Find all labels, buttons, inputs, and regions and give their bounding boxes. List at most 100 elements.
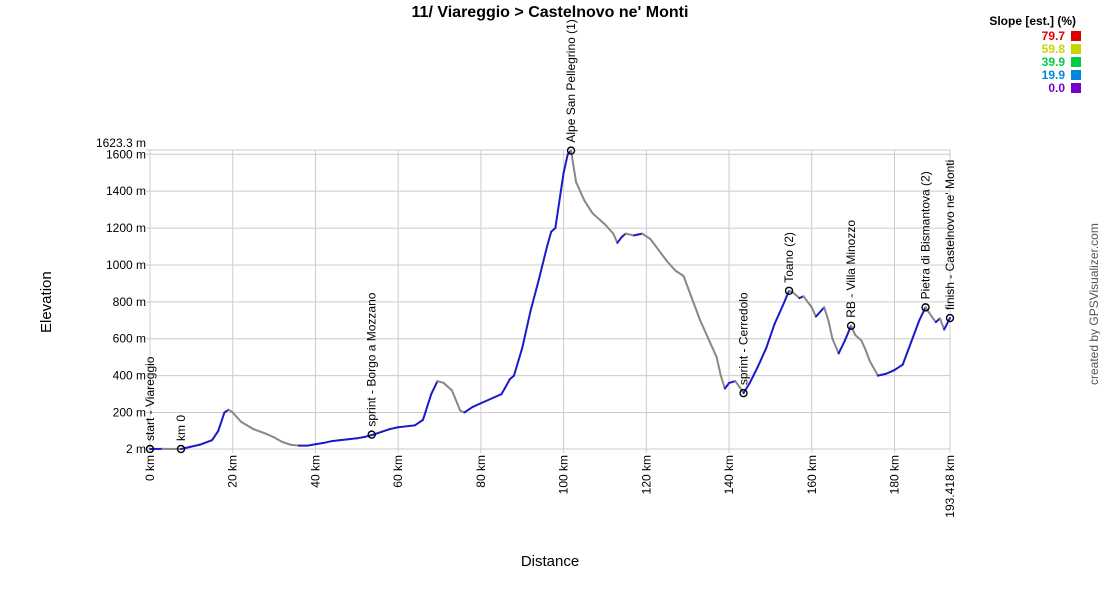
legend-value: 59.8 bbox=[1041, 41, 1065, 56]
profile-segment bbox=[868, 359, 879, 377]
y-tick-label: 600 m bbox=[113, 332, 146, 346]
profile-segment bbox=[666, 260, 677, 272]
x-tick-label: 80 km bbox=[474, 455, 488, 488]
profile-segment bbox=[657, 249, 669, 263]
legend-swatch bbox=[1071, 56, 1081, 67]
profile-segment bbox=[910, 319, 921, 344]
profile-segment bbox=[792, 291, 801, 300]
profile-segment bbox=[421, 393, 433, 421]
profile-segment bbox=[347, 437, 358, 441]
x-tick-label: 100 km bbox=[557, 455, 571, 494]
profile-segment bbox=[843, 324, 853, 342]
x-tick-label: 160 km bbox=[805, 455, 819, 494]
profile-segment bbox=[463, 405, 474, 414]
profile-segment bbox=[492, 393, 503, 399]
profile-segment bbox=[728, 380, 737, 384]
legend-value: 0.0 bbox=[1048, 80, 1065, 95]
profile-segment bbox=[612, 232, 619, 244]
waypoint-marker[interactable] bbox=[846, 321, 856, 331]
profile-segment bbox=[436, 380, 445, 384]
legend-item: 39.9 bbox=[970, 54, 1090, 69]
x-tick-label: 180 km bbox=[888, 455, 902, 494]
profile-segment bbox=[757, 346, 768, 368]
profile-segment bbox=[632, 232, 644, 237]
profile-segment bbox=[860, 339, 867, 351]
profile-segment bbox=[876, 372, 888, 377]
y-tick-label: 1000 m bbox=[106, 258, 146, 272]
profile-segment bbox=[330, 439, 342, 443]
waypoint-marker[interactable] bbox=[367, 430, 376, 439]
profile-segment bbox=[649, 238, 660, 252]
waypoint-label: Pietra di Bismantova (2) bbox=[919, 171, 933, 299]
profile-segment bbox=[864, 348, 871, 362]
y-tick-label: 2 m bbox=[126, 442, 146, 456]
profile-segment bbox=[850, 324, 857, 337]
waypoint-marker[interactable] bbox=[566, 146, 576, 155]
profile-segment bbox=[388, 426, 400, 431]
profile-segment bbox=[575, 180, 586, 202]
profile-segment bbox=[471, 402, 482, 408]
waypoint-marker[interactable] bbox=[176, 444, 186, 454]
profile-segment bbox=[537, 245, 549, 281]
profile-segment bbox=[583, 199, 594, 215]
waypoint-marker[interactable] bbox=[739, 388, 748, 398]
plot-area bbox=[149, 149, 951, 450]
profile-segment bbox=[810, 306, 817, 318]
legend-value: 39.9 bbox=[1041, 54, 1065, 69]
profile-segment bbox=[252, 428, 267, 435]
x-tick-label: 0 km bbox=[143, 455, 157, 481]
profile-segment bbox=[273, 436, 284, 443]
profile-segment bbox=[885, 369, 896, 375]
profile-segment bbox=[690, 297, 702, 322]
profile-segment bbox=[450, 389, 462, 412]
x-tick-label: 140 km bbox=[722, 455, 736, 494]
waypoint-label: sprint - Cerredolo bbox=[737, 292, 751, 385]
profile-segment bbox=[264, 432, 276, 439]
legend-item: 19.9 bbox=[970, 67, 1090, 82]
profile-segment bbox=[938, 317, 946, 331]
waypoint-marker[interactable] bbox=[921, 303, 930, 312]
profile-segment bbox=[699, 319, 710, 340]
legend-swatch bbox=[1071, 30, 1081, 41]
profile-segment bbox=[190, 443, 201, 448]
profile-segment bbox=[239, 420, 255, 431]
legend-value: 19.9 bbox=[1041, 67, 1065, 82]
profile-segment bbox=[289, 443, 300, 447]
profile-segment bbox=[641, 232, 652, 241]
profile-segment bbox=[529, 278, 540, 313]
y-tick-label: 400 m bbox=[113, 369, 146, 383]
profile-segment bbox=[397, 425, 408, 429]
waypoint-marker[interactable] bbox=[945, 313, 955, 323]
profile-segment bbox=[231, 411, 242, 423]
profile-segment bbox=[831, 337, 840, 355]
profile-segment bbox=[802, 295, 813, 309]
x-axis-label: Distance bbox=[520, 553, 580, 570]
profile-segment bbox=[479, 396, 495, 405]
y-tick-label: 200 m bbox=[113, 405, 146, 419]
profile-segment bbox=[814, 306, 826, 318]
waypoint-marker[interactable] bbox=[784, 286, 794, 295]
profile-segment bbox=[380, 428, 391, 433]
profile-segment bbox=[591, 212, 606, 226]
profile-segment bbox=[570, 149, 578, 183]
x-tick-label: 40 km bbox=[308, 455, 322, 488]
profile-segment bbox=[765, 322, 776, 349]
waypoint-marker[interactable] bbox=[145, 444, 155, 454]
waypoint-label: RB - Villa Minozzo bbox=[844, 220, 858, 318]
legend-item: 0.0 bbox=[970, 80, 1090, 95]
profile-segment bbox=[546, 230, 553, 248]
profile-segment bbox=[837, 339, 846, 355]
profile-segment bbox=[624, 232, 635, 237]
waypoint-label: sprint - Borgo a Mozzano bbox=[365, 292, 379, 426]
x-tick-label: 60 km bbox=[391, 455, 405, 488]
chart-title: 11/ Viareggio > Castelnovo ne' Monti bbox=[411, 4, 689, 21]
profile-segment bbox=[734, 380, 741, 388]
legend-swatch bbox=[1071, 69, 1081, 80]
profile-segment bbox=[322, 440, 333, 444]
x-tick-label: 20 km bbox=[226, 455, 240, 488]
x-tick-label: 120 km bbox=[639, 455, 653, 494]
profile-segment bbox=[339, 438, 350, 442]
profile-segment bbox=[500, 378, 511, 396]
x-tick-label: 193.418 km bbox=[943, 455, 957, 518]
profile-segment bbox=[603, 223, 615, 235]
